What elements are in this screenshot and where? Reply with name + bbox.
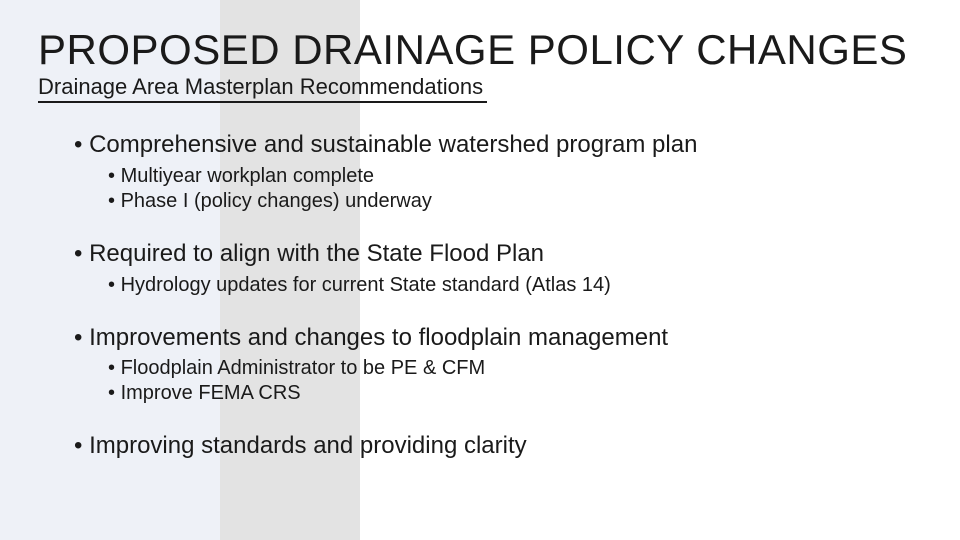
list-item: Required to align with the State Flood P… bbox=[74, 240, 920, 269]
sub-list-item-text: Floodplain Administrator to be PE & CFM bbox=[121, 357, 486, 379]
sub-list: Multiyear workplan complete Phase I (pol… bbox=[74, 164, 920, 214]
sub-list-item: Multiyear workplan complete bbox=[108, 164, 920, 189]
sub-list: Floodplain Administrator to be PE & CFM … bbox=[74, 356, 920, 406]
sub-list-item: Hydrology updates for current State stan… bbox=[108, 273, 920, 298]
slide-subtitle: Drainage Area Masterplan Recommendations bbox=[38, 74, 487, 103]
bullet-list: Comprehensive and sustainable watershed … bbox=[38, 131, 920, 461]
list-item-text: Improvements and changes to floodplain m… bbox=[89, 324, 668, 351]
sub-list-item-text: Improve FEMA CRS bbox=[121, 382, 301, 404]
sub-list-item: Phase I (policy changes) underway bbox=[108, 189, 920, 214]
list-item: Improving standards and providing clarit… bbox=[74, 432, 920, 461]
list-item-text: Comprehensive and sustainable watershed … bbox=[89, 131, 697, 158]
sub-list-item-text: Multiyear workplan complete bbox=[121, 165, 374, 187]
list-item: Improvements and changes to floodplain m… bbox=[74, 324, 920, 353]
sub-list-item: Floodplain Administrator to be PE & CFM bbox=[108, 356, 920, 381]
sub-list-item-text: Hydrology updates for current State stan… bbox=[121, 274, 611, 296]
list-item-text: Improving standards and providing clarit… bbox=[89, 432, 527, 459]
list-item-text: Required to align with the State Flood P… bbox=[89, 240, 544, 267]
sub-list: Hydrology updates for current State stan… bbox=[74, 273, 920, 298]
list-item: Comprehensive and sustainable watershed … bbox=[74, 131, 920, 160]
slide-content: PROPOSED DRAINAGE POLICY CHANGES Drainag… bbox=[0, 0, 960, 461]
slide-title: PROPOSED DRAINAGE POLICY CHANGES bbox=[38, 28, 920, 72]
sub-list-item-text: Phase I (policy changes) underway bbox=[121, 190, 432, 212]
sub-list-item: Improve FEMA CRS bbox=[108, 381, 920, 406]
